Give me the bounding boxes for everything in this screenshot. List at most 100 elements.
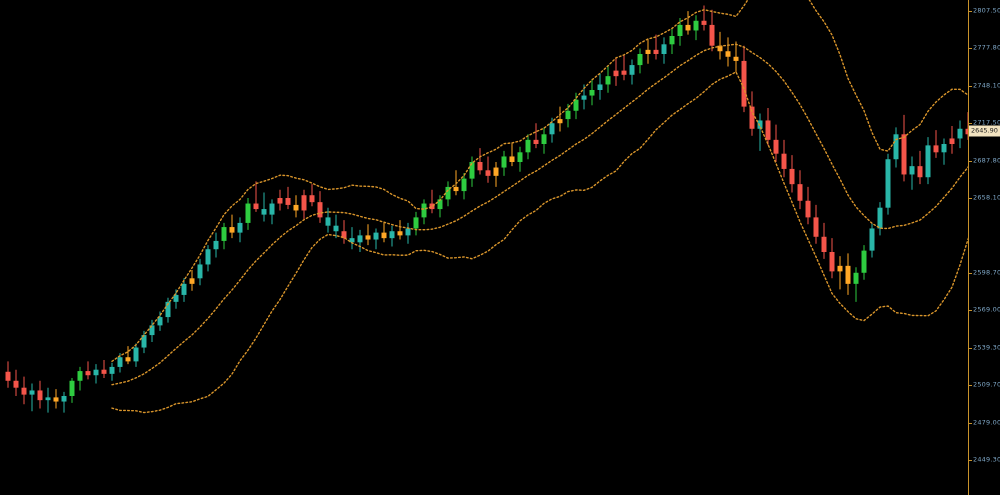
candle-body: [909, 166, 915, 175]
candle-body: [277, 198, 283, 204]
candle-body: [389, 231, 395, 239]
candle-body: [917, 166, 923, 178]
candle-body: [37, 390, 43, 401]
candle-body: [93, 369, 99, 376]
candle-body: [869, 228, 875, 251]
candle-body: [669, 36, 675, 45]
candle-body: [805, 200, 811, 218]
candle-body: [685, 24, 691, 31]
plot-area[interactable]: [0, 0, 968, 495]
candle-body: [589, 90, 595, 96]
candle-body: [597, 84, 603, 90]
candle-body: [213, 240, 219, 250]
candle-body: [813, 217, 819, 237]
candle-body: [957, 128, 963, 139]
candle-body: [933, 145, 939, 153]
candle-body: [365, 235, 371, 240]
candle-body: [141, 335, 147, 348]
candle-body: [461, 178, 467, 192]
candle-body: [173, 294, 179, 302]
candle-body: [117, 357, 123, 367]
candle-body: [453, 186, 459, 192]
candle-body: [725, 51, 731, 57]
price-axis[interactable]: 2807.50 2777.80 2748.10 2717.50 2687.80 2658.…: [968, 0, 1000, 495]
candle-body: [557, 119, 563, 124]
candle-body: [837, 265, 843, 272]
candle-body: [133, 347, 139, 362]
candle-body: [125, 357, 131, 362]
price-axis-tick: [969, 161, 972, 162]
candle-body: [61, 396, 67, 402]
price-axis-label: 2479.00: [973, 418, 1000, 427]
candle-body: [5, 371, 11, 381]
candle-body: [605, 76, 611, 85]
candle-body: [309, 195, 315, 203]
candle-body: [477, 162, 483, 171]
candle-body: [661, 44, 667, 54]
candle-body: [701, 20, 707, 25]
bollinger-middle: [111, 43, 968, 386]
price-axis-tick: [969, 310, 972, 311]
price-axis-label: 2807.50: [973, 6, 1000, 15]
candle-body: [765, 120, 771, 140]
candle-body: [53, 397, 59, 402]
candle-body: [829, 252, 835, 272]
candle-body: [621, 70, 627, 75]
candle-body: [189, 278, 195, 284]
candle-body: [517, 152, 523, 162]
candle-body: [821, 236, 827, 252]
candle-body: [941, 144, 947, 153]
candle-body: [29, 390, 35, 395]
candle-body: [709, 24, 715, 46]
candle-body: [221, 227, 227, 241]
candle-body: [469, 162, 475, 179]
price-axis-tick: [969, 123, 972, 124]
candle-body: [877, 207, 883, 229]
candle-body: [613, 70, 619, 77]
candle-body: [493, 167, 499, 176]
candle-body: [773, 139, 779, 154]
candle-body: [797, 184, 803, 201]
price-axis-line: [968, 0, 969, 495]
candle-body: [181, 283, 187, 295]
candle-body: [693, 20, 699, 31]
candle-body: [237, 222, 243, 233]
price-axis-tick: [969, 348, 972, 349]
candle-body: [445, 186, 451, 200]
candle-body: [405, 228, 411, 236]
current-price-tag[interactable]: 2645.90: [969, 125, 1000, 137]
price-axis-label: 2687.80: [973, 156, 1000, 165]
candle-body: [381, 232, 387, 239]
candle-body: [413, 217, 419, 229]
candle-body: [541, 134, 547, 144]
candle-body: [437, 199, 443, 210]
price-axis-label: 2777.80: [973, 43, 1000, 52]
candle-body: [333, 225, 339, 232]
candle-body: [853, 272, 859, 284]
candle-body: [205, 249, 211, 265]
candle-body: [77, 371, 83, 381]
candle-body: [677, 24, 683, 36]
candle-body: [789, 168, 795, 185]
candle-body: [21, 387, 27, 395]
candle-body: [357, 235, 363, 243]
price-axis-tick: [969, 385, 972, 386]
candle-body: [637, 54, 643, 66]
candle-body: [165, 301, 171, 318]
price-axis-label: 2598.70: [973, 268, 1000, 277]
candle-body: [925, 145, 931, 178]
candle-body: [85, 371, 91, 376]
price-axis-tick: [969, 11, 972, 12]
candle-body: [69, 380, 75, 396]
candle-body: [501, 156, 507, 168]
candle-body: [645, 49, 651, 54]
candle-body: [861, 250, 867, 273]
candle-body: [373, 232, 379, 240]
candle-body: [485, 170, 491, 176]
candle-body: [901, 134, 907, 175]
price-axis-tick: [969, 48, 972, 49]
price-axis-tick: [969, 423, 972, 424]
candlestick-series: [5, 0, 968, 414]
candle-body: [197, 264, 203, 279]
